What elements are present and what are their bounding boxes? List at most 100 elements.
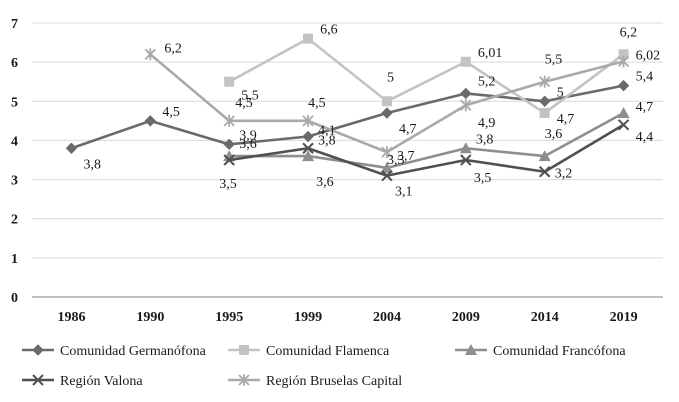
x-tick-label: 2009 <box>452 310 480 325</box>
series-group <box>65 33 630 182</box>
gridlines <box>32 22 663 259</box>
series-line-segment <box>149 119 230 146</box>
x-tick-label: 1995 <box>215 310 243 325</box>
data-point <box>381 96 392 107</box>
y-tick-label: 5 <box>11 95 18 110</box>
series-0 <box>65 79 630 154</box>
series-line-segment <box>149 53 231 122</box>
data-label: 5 <box>387 70 394 85</box>
data-label: 5,5 <box>241 89 259 104</box>
data-label: 6,2 <box>620 25 638 40</box>
series-2 <box>223 107 630 173</box>
data-label: 5,4 <box>636 70 654 85</box>
series-line-segment <box>544 111 625 158</box>
data-point <box>539 108 550 119</box>
data-point <box>460 87 472 100</box>
data-point <box>302 114 314 127</box>
legend-item: Comunidad Germanófona <box>22 344 207 359</box>
data-point <box>223 138 235 151</box>
data-label: 4,7 <box>399 122 417 137</box>
legend-label: Comunidad Francófona <box>493 344 626 359</box>
data-label: 3,2 <box>555 167 573 182</box>
data-label: 3,5 <box>474 171 492 186</box>
y-tick-label: 3 <box>11 174 18 189</box>
data-labels: 3,8 4,5 3,9 4,1 4,7 5,2 5 5,4 5,5 6,6 5 6,01 4,7 6,2 3… <box>83 23 660 200</box>
data-point <box>460 56 471 67</box>
data-label: 3,6 <box>545 127 563 142</box>
x-tick-label: 1990 <box>136 310 164 325</box>
y-tick-label: 7 <box>11 17 18 32</box>
data-label: 3,8 <box>318 133 336 148</box>
data-point <box>617 119 630 131</box>
series-line-segment <box>544 60 624 83</box>
series-line-segment <box>465 146 545 158</box>
data-label: 5 <box>557 85 564 100</box>
legend-marker <box>32 344 44 356</box>
data-label: 4,5 <box>162 105 180 120</box>
series-line-segment <box>386 146 467 170</box>
data-label: 4,5 <box>308 96 326 111</box>
series-line-segment <box>229 135 309 146</box>
series-line-segment <box>228 146 309 162</box>
series-line-segment <box>465 60 546 115</box>
legend-label: Región Valona <box>60 374 143 389</box>
data-point <box>617 55 630 68</box>
axes: 0 1 2 3 4 5 6 7 1986 1990 1995 1999 2004 2009 2014 2019 <box>11 17 663 325</box>
data-label: 6,02 <box>636 48 661 63</box>
data-point <box>617 79 630 92</box>
data-label: 3,8 <box>476 132 494 147</box>
data-label: 4,9 <box>478 116 496 131</box>
data-label: 3,1 <box>395 185 413 200</box>
data-label: 4,4 <box>636 130 654 145</box>
data-point <box>223 154 235 166</box>
series-line-segment <box>307 119 388 154</box>
data-point <box>538 150 551 162</box>
data-label: 3,3 <box>387 153 405 168</box>
data-point <box>539 75 551 88</box>
series-1 <box>224 33 629 119</box>
legend-marker <box>239 345 249 355</box>
data-point <box>460 99 472 112</box>
data-point <box>224 76 235 87</box>
legend-label: Comunidad Flamenca <box>266 344 390 359</box>
data-point <box>460 154 472 166</box>
data-point <box>618 49 629 60</box>
data-label: 3,6 <box>316 175 334 190</box>
series-line-segment <box>386 92 467 115</box>
series-line-segment <box>307 37 388 103</box>
series-line-segment <box>386 158 467 177</box>
series-line-segment <box>71 119 151 150</box>
series-line-segment <box>307 111 388 138</box>
data-point <box>617 107 630 119</box>
data-label: 5,5 <box>545 53 563 68</box>
legend-item: Comunidad Francófona <box>455 344 626 359</box>
legend-marker <box>238 374 250 386</box>
data-point <box>538 95 551 107</box>
series-line-segment <box>465 80 546 107</box>
data-label: 3,8 <box>83 157 101 172</box>
data-label: 4,7 <box>636 100 654 115</box>
data-point <box>381 107 393 119</box>
y-tick-label: 4 <box>11 134 18 149</box>
legend-item: Comunidad Flamenca <box>228 344 390 359</box>
legend-item: Región Valona <box>22 374 143 389</box>
data-point <box>380 161 393 173</box>
y-tick-label: 2 <box>11 213 18 228</box>
data-point <box>459 142 472 154</box>
data-label: 3,5 <box>219 177 237 192</box>
data-label: 6,01 <box>478 46 503 61</box>
data-label: 4,1 <box>318 124 336 139</box>
y-tick-label: 1 <box>11 252 18 267</box>
y-tick-label: 6 <box>11 56 18 71</box>
legend-label: Región Bruselas Capital <box>266 374 402 389</box>
series-line-segment <box>386 60 467 103</box>
data-point <box>302 142 314 154</box>
x-tick-label: 2019 <box>610 310 638 325</box>
data-point <box>381 146 393 159</box>
x-tick-label: 1999 <box>294 310 322 325</box>
legend: Comunidad Germanófona Comunidad Flamenca C… <box>22 344 626 389</box>
data-point <box>65 142 78 154</box>
y-tick-label: 0 <box>11 291 18 306</box>
